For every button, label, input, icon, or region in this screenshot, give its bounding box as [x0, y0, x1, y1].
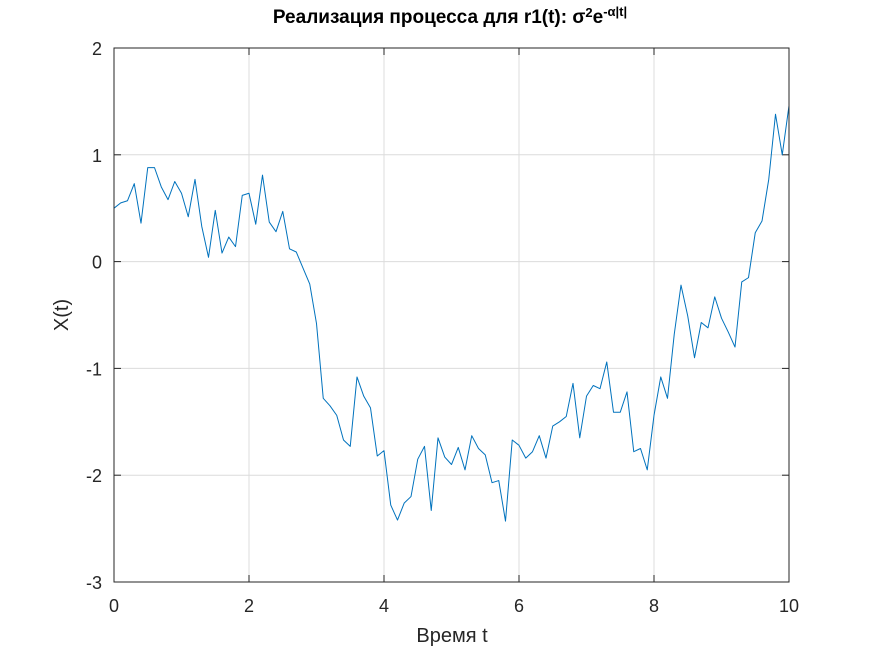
axes-frame [113, 47, 790, 583]
x-tick-label: 8 [649, 596, 659, 616]
y-axis-label: X(t) [51, 299, 73, 331]
x-tick-label: 2 [244, 596, 254, 616]
chart-title: Реализация процесса для r1(t): σ2e-α|t| [273, 4, 627, 28]
y-tick-label: -1 [86, 359, 102, 379]
title-superscript-1: 2 [585, 5, 592, 20]
x-axis-label: Время t [416, 625, 488, 647]
x-tick-label: 10 [779, 596, 799, 616]
tick-labels: 0 2 4 6 8 10 -3 -2 -1 0 1 2 [86, 39, 799, 616]
y-tick-label: 1 [92, 146, 102, 166]
x-tick-label: 6 [514, 596, 524, 616]
y-tick-label: -2 [86, 466, 102, 486]
title-superscript-2: -α|t| [603, 4, 627, 19]
y-tick-label: -3 [86, 573, 102, 593]
y-tick-label: 2 [92, 39, 102, 59]
x-tick-label: 0 [109, 596, 119, 616]
title-main: Реализация процесса для r1(t): σ [273, 7, 586, 28]
y-tick-label: 0 [92, 253, 102, 273]
series-line [113, 105, 790, 522]
series-group [113, 105, 790, 522]
title-middle: e [593, 7, 604, 28]
x-tick-label: 4 [379, 596, 389, 616]
